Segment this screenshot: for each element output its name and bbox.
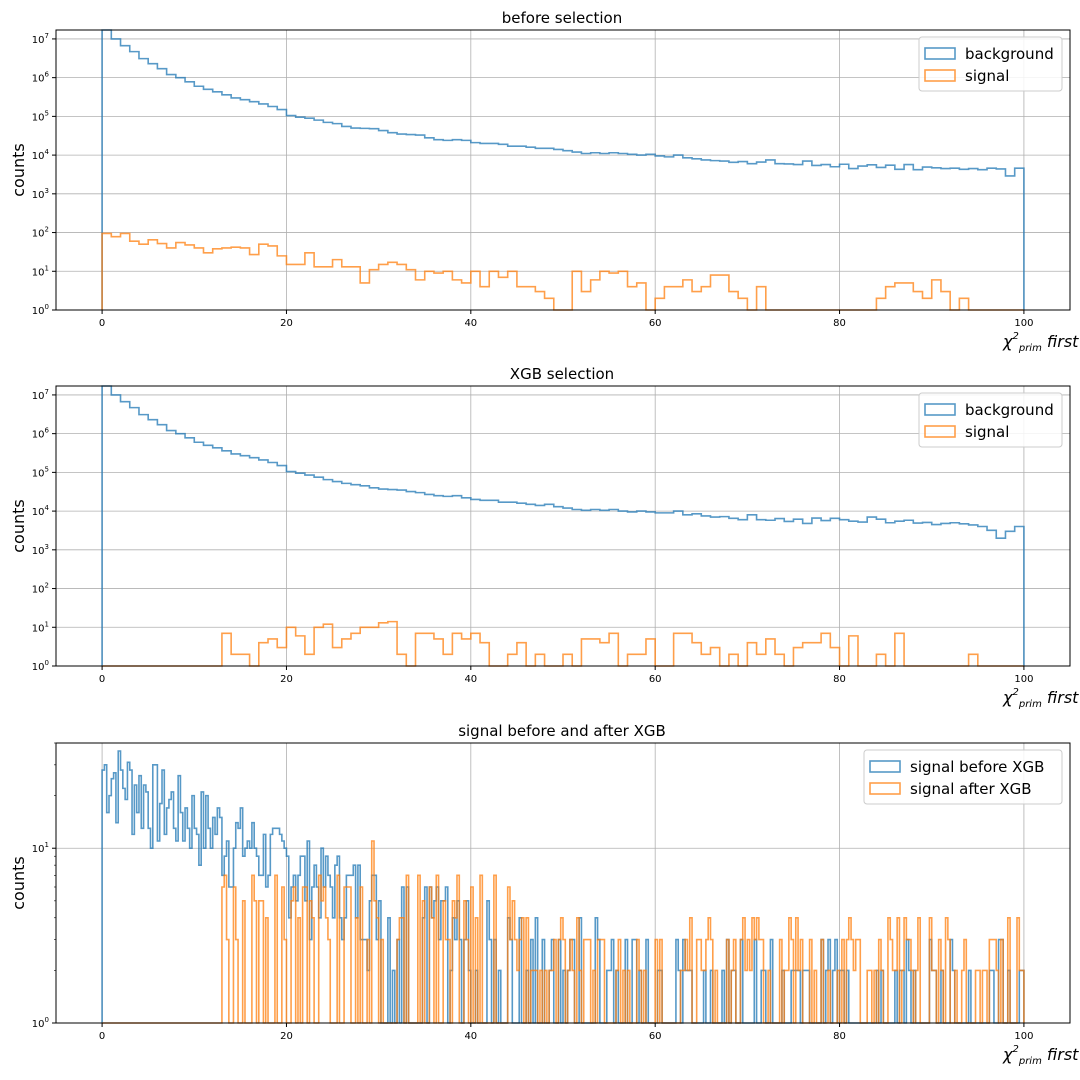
y-tick-label: 105	[32, 109, 49, 123]
chart-title: signal before and after XGB	[458, 722, 666, 740]
chart-xgb-selection: XGB selection counts χ2prim first 0 20 40 6…	[9, 365, 1079, 710]
y-tick-label: 101	[32, 620, 49, 634]
x-tick-label: 40	[464, 1031, 477, 1042]
legend-box	[863, 749, 1063, 805]
legend-label-1: signal after XGB	[910, 780, 1032, 798]
x-tick-label: 80	[833, 318, 846, 329]
x-tick-label: 40	[464, 674, 477, 685]
plot-frame	[55, 29, 1071, 311]
legend: background signal	[918, 392, 1063, 448]
y-tick-label: 104	[32, 148, 50, 162]
plot-frame	[55, 385, 1071, 667]
legend-swatch-1	[924, 69, 956, 82]
y-tick-label: 103	[32, 543, 49, 557]
x-tick-label: 0	[99, 674, 105, 685]
x-tick-label: 0	[99, 1031, 105, 1042]
y-axis-label: counts	[9, 856, 28, 909]
x-tick-label: 60	[649, 1031, 662, 1042]
y-tick-label: 100	[32, 1016, 49, 1030]
histogram-series-0	[101, 385, 1025, 666]
legend-label-1: signal	[965, 67, 1009, 85]
plot-frame	[55, 742, 1071, 1024]
y-tick-label: 100	[32, 303, 49, 317]
y-tick-label: 106	[32, 427, 50, 441]
x-tick-label: 60	[649, 318, 662, 329]
y-tick-label: 106	[32, 71, 50, 85]
chart-signal-before-after: signal before and after XGB counts χ2pri…	[9, 722, 1079, 1067]
chart-title: XGB selection	[510, 365, 614, 383]
legend-swatch-0	[924, 47, 956, 60]
x-tick-label: 20	[280, 318, 293, 329]
y-tick-label: 101	[32, 841, 49, 855]
chart-before-selection: before selection counts χ2prim first 0 20…	[9, 9, 1079, 354]
x-tick-label: 60	[649, 674, 662, 685]
legend: signal before XGB signal after XGB	[863, 749, 1063, 805]
histogram-series-0	[101, 29, 1025, 310]
y-tick-label: 107	[32, 32, 49, 46]
x-tick-label: 80	[833, 674, 846, 685]
legend: background signal	[918, 36, 1063, 92]
y-tick-label: 102	[32, 226, 49, 240]
legend-swatch-1	[924, 425, 956, 438]
x-tick-label: 100	[1014, 318, 1033, 329]
legend-swatch-1	[869, 782, 901, 795]
x-tick-label: 80	[833, 1031, 846, 1042]
y-tick-label: 107	[32, 388, 49, 402]
x-tick-label: 100	[1014, 1031, 1033, 1042]
y-axis-label: counts	[9, 143, 28, 196]
legend-label-0: signal before XGB	[910, 758, 1044, 776]
y-tick-label: 104	[32, 504, 50, 518]
x-tick-label: 20	[280, 674, 293, 685]
chart-title: before selection	[502, 9, 622, 27]
x-tick-label: 100	[1014, 674, 1033, 685]
legend-swatch-0	[924, 403, 956, 416]
y-tick-label: 103	[32, 187, 49, 201]
y-tick-label: 102	[32, 582, 49, 596]
y-tick-label: 105	[32, 465, 49, 479]
y-tick-label: 100	[32, 659, 49, 673]
legend-label-0: background	[965, 401, 1054, 419]
x-tick-label: 20	[280, 1031, 293, 1042]
x-tick-label: 40	[464, 318, 477, 329]
y-tick-label: 101	[32, 264, 49, 278]
legend-label-0: background	[965, 45, 1054, 63]
legend-swatch-0	[869, 760, 901, 773]
x-tick-label: 0	[99, 318, 105, 329]
y-axis-label: counts	[9, 499, 28, 552]
legend-label-1: signal	[965, 423, 1009, 441]
